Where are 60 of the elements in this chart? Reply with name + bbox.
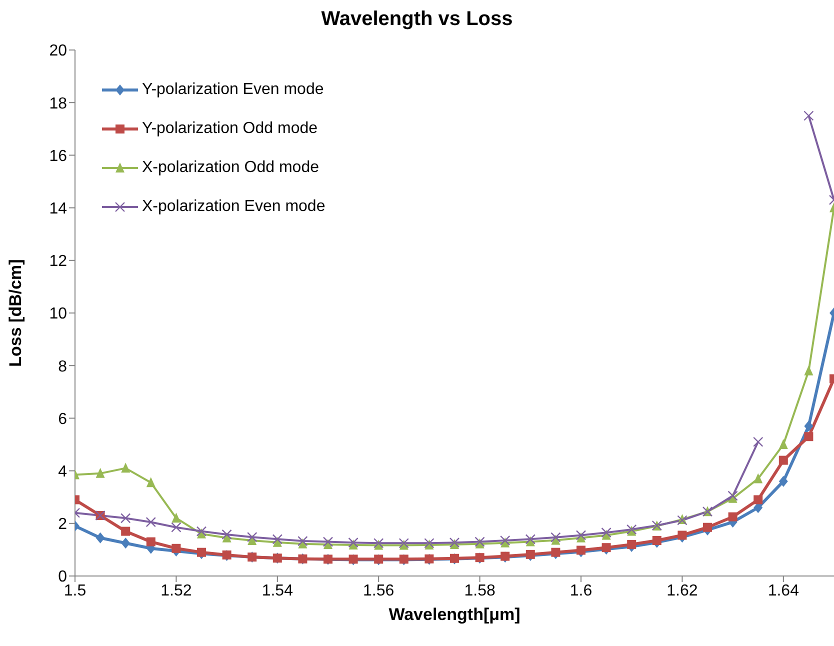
x-tick-label: 1.62 — [666, 582, 698, 600]
point — [146, 516, 156, 528]
point — [778, 456, 788, 465]
y-tick-label: 10 — [49, 306, 68, 323]
x-tick-label: 1.58 — [464, 582, 496, 600]
point — [551, 548, 560, 557]
y-tick-label: 12 — [49, 253, 68, 270]
point — [754, 495, 763, 504]
point — [172, 544, 181, 553]
point — [550, 532, 561, 542]
point — [576, 546, 586, 555]
legend-label: X-polarization Odd mode — [142, 158, 319, 178]
point — [804, 432, 814, 442]
point — [778, 439, 788, 449]
point — [171, 522, 182, 532]
x-tick-label: 1.54 — [262, 582, 294, 600]
point — [96, 532, 105, 544]
legend-label: Y-polarization Even mode — [142, 80, 324, 100]
point — [804, 420, 814, 432]
point — [753, 436, 764, 447]
y-tick-label: 4 — [58, 463, 68, 480]
point — [298, 536, 308, 546]
x-tick-label: 1.52 — [160, 582, 192, 600]
legend-label: X-polarization Even mode — [142, 196, 326, 216]
y-axis-title: Loss [dB/cm] — [6, 259, 26, 367]
point — [197, 548, 206, 557]
point — [121, 526, 130, 536]
point — [602, 543, 611, 552]
point — [754, 473, 763, 484]
y-tick-label: 20 — [49, 42, 68, 60]
y-tick-label: 14 — [49, 200, 68, 218]
x-tick-label: 1.6 — [570, 582, 592, 600]
point — [804, 110, 814, 121]
point — [247, 532, 258, 542]
x-tick-label: 1.56 — [363, 582, 394, 600]
point — [146, 477, 156, 488]
y-tick-label: 8 — [58, 358, 68, 376]
point — [222, 529, 232, 540]
point — [652, 536, 662, 545]
legend-label: Y-polarization Odd mode — [142, 118, 318, 138]
point — [120, 513, 131, 524]
point — [804, 365, 814, 376]
point — [678, 530, 687, 540]
point — [728, 512, 738, 522]
y-tick-label: 2 — [58, 516, 68, 534]
point — [146, 537, 156, 546]
point — [272, 534, 282, 544]
point — [627, 540, 636, 549]
point — [172, 512, 181, 523]
point — [703, 522, 712, 532]
y-tick-label: 6 — [58, 410, 68, 428]
y-tick-label: 16 — [49, 148, 68, 165]
x-axis-title: Wavelength[μm] — [388, 605, 520, 624]
point — [96, 468, 105, 478]
chart-title: Wavelength vs Loss — [320, 8, 514, 31]
x-tick-label: 1.64 — [768, 582, 800, 600]
point — [121, 538, 130, 549]
point — [121, 462, 130, 473]
point — [778, 476, 788, 487]
y-tick-label: 18 — [49, 95, 68, 112]
